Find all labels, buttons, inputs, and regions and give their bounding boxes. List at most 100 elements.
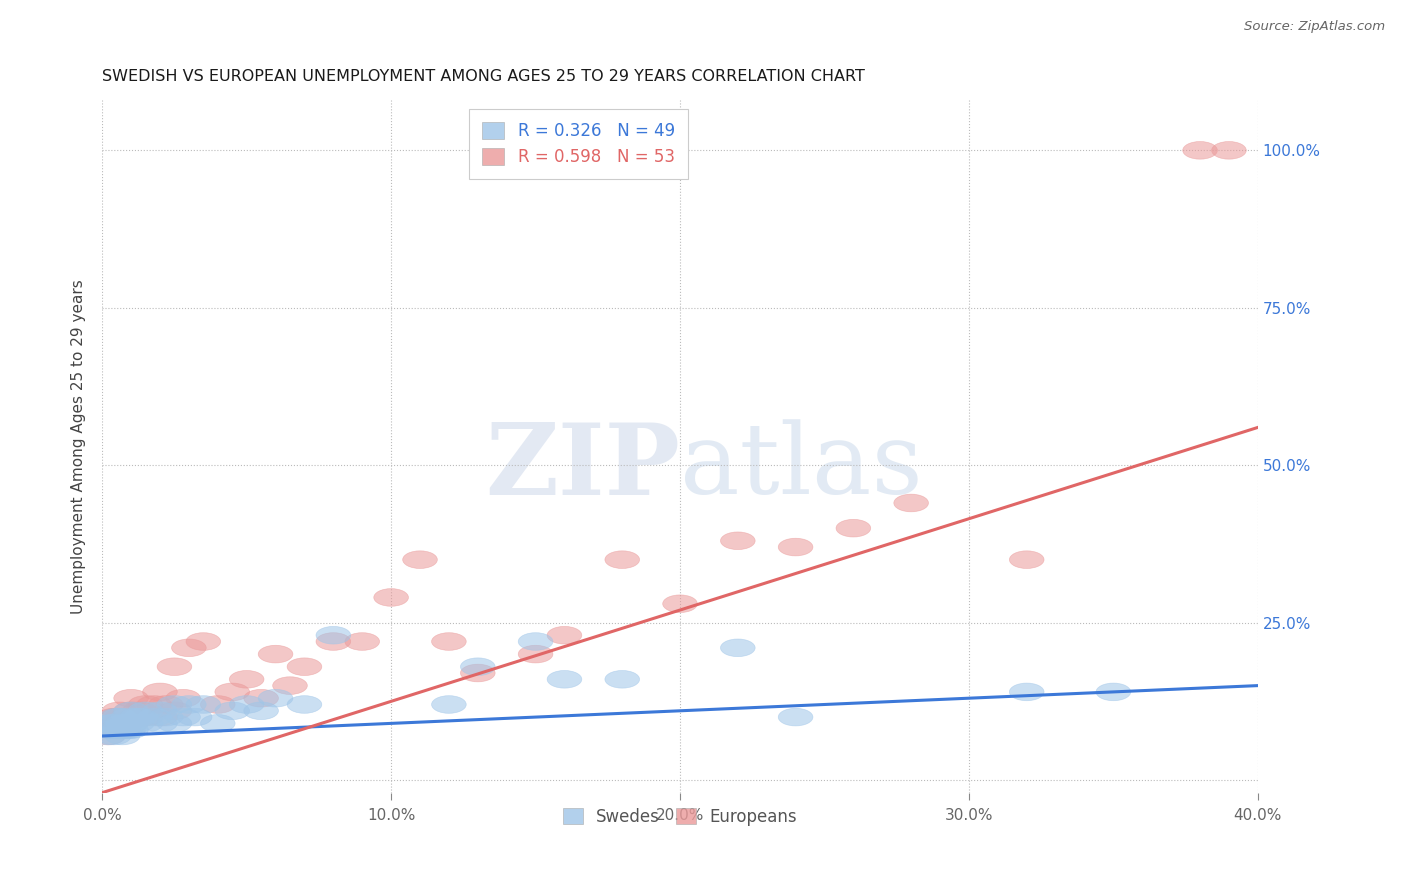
Ellipse shape bbox=[122, 708, 157, 726]
Ellipse shape bbox=[157, 702, 191, 720]
Ellipse shape bbox=[720, 532, 755, 549]
Ellipse shape bbox=[111, 721, 146, 739]
Text: ZIP: ZIP bbox=[485, 418, 681, 516]
Ellipse shape bbox=[166, 690, 201, 707]
Ellipse shape bbox=[142, 683, 177, 701]
Ellipse shape bbox=[128, 702, 163, 720]
Ellipse shape bbox=[779, 538, 813, 556]
Ellipse shape bbox=[122, 702, 157, 720]
Legend: Swedes, Europeans: Swedes, Europeans bbox=[555, 802, 804, 833]
Text: Source: ZipAtlas.com: Source: ZipAtlas.com bbox=[1244, 20, 1385, 33]
Ellipse shape bbox=[287, 696, 322, 714]
Ellipse shape bbox=[402, 551, 437, 568]
Ellipse shape bbox=[97, 727, 131, 745]
Ellipse shape bbox=[166, 708, 201, 726]
Ellipse shape bbox=[103, 702, 136, 720]
Ellipse shape bbox=[1182, 142, 1218, 159]
Ellipse shape bbox=[90, 727, 125, 745]
Ellipse shape bbox=[894, 494, 928, 512]
Ellipse shape bbox=[1212, 142, 1246, 159]
Ellipse shape bbox=[105, 714, 139, 732]
Ellipse shape bbox=[547, 671, 582, 688]
Ellipse shape bbox=[90, 727, 125, 745]
Ellipse shape bbox=[201, 714, 235, 732]
Ellipse shape bbox=[215, 683, 249, 701]
Ellipse shape bbox=[273, 677, 308, 694]
Ellipse shape bbox=[100, 721, 134, 739]
Ellipse shape bbox=[316, 632, 350, 650]
Ellipse shape bbox=[94, 721, 128, 739]
Ellipse shape bbox=[100, 708, 134, 726]
Ellipse shape bbox=[149, 708, 183, 726]
Ellipse shape bbox=[460, 665, 495, 681]
Ellipse shape bbox=[100, 708, 134, 726]
Ellipse shape bbox=[94, 714, 128, 732]
Ellipse shape bbox=[243, 702, 278, 720]
Text: SWEDISH VS EUROPEAN UNEMPLOYMENT AMONG AGES 25 TO 29 YEARS CORRELATION CHART: SWEDISH VS EUROPEAN UNEMPLOYMENT AMONG A… bbox=[103, 69, 865, 84]
Ellipse shape bbox=[605, 671, 640, 688]
Ellipse shape bbox=[229, 696, 264, 714]
Ellipse shape bbox=[142, 714, 177, 732]
Ellipse shape bbox=[103, 714, 136, 732]
Ellipse shape bbox=[108, 721, 142, 739]
Ellipse shape bbox=[1097, 683, 1130, 701]
Ellipse shape bbox=[432, 696, 467, 714]
Ellipse shape bbox=[172, 696, 207, 714]
Ellipse shape bbox=[114, 714, 149, 732]
Text: atlas: atlas bbox=[681, 419, 922, 515]
Ellipse shape bbox=[114, 721, 149, 739]
Ellipse shape bbox=[1010, 683, 1045, 701]
Ellipse shape bbox=[120, 714, 155, 732]
Ellipse shape bbox=[103, 721, 136, 739]
Ellipse shape bbox=[108, 714, 142, 732]
Ellipse shape bbox=[142, 708, 177, 726]
Ellipse shape bbox=[519, 632, 553, 650]
Ellipse shape bbox=[120, 708, 155, 726]
Ellipse shape bbox=[229, 671, 264, 688]
Ellipse shape bbox=[720, 639, 755, 657]
Ellipse shape bbox=[374, 589, 409, 607]
Ellipse shape bbox=[519, 645, 553, 663]
Ellipse shape bbox=[114, 702, 149, 720]
Ellipse shape bbox=[172, 639, 207, 657]
Ellipse shape bbox=[1010, 551, 1045, 568]
Ellipse shape bbox=[186, 696, 221, 714]
Ellipse shape bbox=[136, 708, 172, 726]
Ellipse shape bbox=[186, 632, 221, 650]
Ellipse shape bbox=[243, 690, 278, 707]
Ellipse shape bbox=[97, 721, 131, 739]
Ellipse shape bbox=[94, 714, 128, 732]
Ellipse shape bbox=[662, 595, 697, 613]
Ellipse shape bbox=[605, 551, 640, 568]
Ellipse shape bbox=[142, 702, 177, 720]
Ellipse shape bbox=[177, 708, 212, 726]
Ellipse shape bbox=[136, 696, 172, 714]
Ellipse shape bbox=[157, 658, 191, 675]
Ellipse shape bbox=[100, 721, 134, 739]
Ellipse shape bbox=[105, 727, 139, 745]
Ellipse shape bbox=[108, 714, 142, 732]
Ellipse shape bbox=[94, 721, 128, 739]
Ellipse shape bbox=[215, 702, 249, 720]
Ellipse shape bbox=[128, 696, 163, 714]
Ellipse shape bbox=[259, 645, 292, 663]
Ellipse shape bbox=[105, 708, 139, 726]
Ellipse shape bbox=[128, 708, 163, 726]
Ellipse shape bbox=[128, 714, 163, 732]
Ellipse shape bbox=[460, 658, 495, 675]
Ellipse shape bbox=[97, 714, 131, 732]
Ellipse shape bbox=[344, 632, 380, 650]
Ellipse shape bbox=[837, 519, 870, 537]
Ellipse shape bbox=[157, 714, 191, 732]
Ellipse shape bbox=[111, 708, 146, 726]
Ellipse shape bbox=[103, 708, 136, 726]
Ellipse shape bbox=[120, 708, 155, 726]
Y-axis label: Unemployment Among Ages 25 to 29 years: Unemployment Among Ages 25 to 29 years bbox=[72, 279, 86, 614]
Ellipse shape bbox=[114, 714, 149, 732]
Ellipse shape bbox=[316, 626, 350, 644]
Ellipse shape bbox=[201, 696, 235, 714]
Ellipse shape bbox=[287, 658, 322, 675]
Ellipse shape bbox=[157, 696, 191, 714]
Ellipse shape bbox=[114, 702, 149, 720]
Ellipse shape bbox=[547, 626, 582, 644]
